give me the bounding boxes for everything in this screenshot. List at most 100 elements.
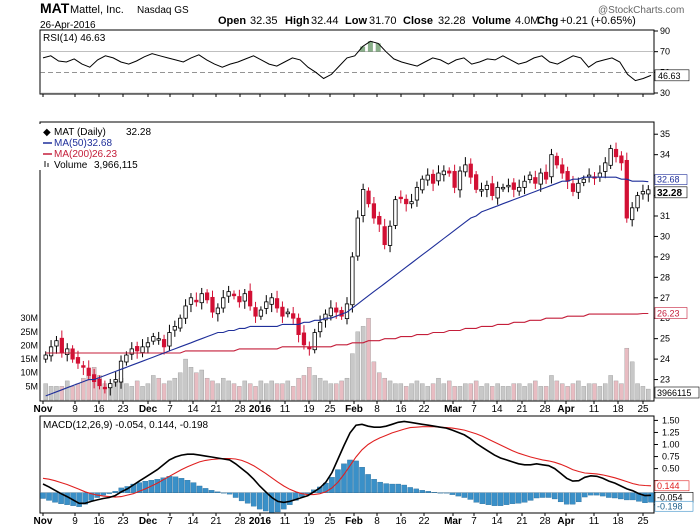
- candle-body: [102, 386, 107, 390]
- candle-body: [630, 207, 635, 221]
- volume-bar: [280, 383, 285, 401]
- price-x-label: 19: [303, 404, 315, 415]
- macd-last-label: -0.054: [657, 492, 683, 502]
- volume-bar: [398, 383, 404, 401]
- macd-hist-bar: [335, 469, 341, 493]
- macd-hist-bar: [588, 492, 594, 496]
- price-legend-box: [38, 124, 188, 170]
- macd-hist-bar: [244, 492, 251, 504]
- volume-bar: [414, 380, 420, 401]
- symbol-label: MAT: [40, 0, 70, 16]
- volume-bar: [592, 383, 597, 401]
- ma200-line: [45, 312, 649, 354]
- macd-hist-bar: [636, 492, 642, 502]
- candle-body: [624, 159, 629, 219]
- macd-x-label: 16: [93, 516, 105, 527]
- candle-body: [280, 306, 285, 317]
- candle-body: [242, 293, 247, 302]
- volume-bar: [274, 383, 280, 401]
- candle-body: [543, 171, 549, 180]
- macd-hist-bar: [347, 459, 353, 493]
- volume-bar: [473, 380, 479, 401]
- macd-hist-bar: [600, 492, 606, 497]
- candle-body: [301, 332, 307, 346]
- macd-hist-bar: [58, 492, 64, 504]
- candle-body: [161, 339, 167, 348]
- candle-body: [48, 346, 54, 357]
- volume-bar: [603, 383, 608, 401]
- rsi-line: [42, 40, 652, 82]
- macd-hist-bar: [576, 492, 582, 503]
- candle-body: [145, 342, 151, 348]
- volume-bar: [360, 326, 366, 401]
- volume-bar: [231, 383, 237, 401]
- macd-hist-bar: [527, 492, 534, 501]
- candle-body: [506, 184, 511, 188]
- macd-x-label: 11: [589, 516, 600, 527]
- rsi-last-label: 46.63: [658, 71, 681, 81]
- candle-body: [576, 182, 581, 193]
- macd-hist-bar: [269, 492, 275, 513]
- candle-body: [231, 293, 237, 297]
- candle-body: [172, 325, 177, 331]
- macd-hist-bar: [455, 492, 462, 497]
- candle-body: [468, 163, 473, 178]
- macd-tick-label: 0.75: [662, 452, 680, 462]
- macd-hist-bar: [473, 492, 480, 503]
- macd-hist-bar: [383, 483, 389, 493]
- macd-hist-bar: [407, 487, 413, 493]
- macd-hist-bar: [353, 460, 359, 493]
- volume-bar: [597, 386, 603, 401]
- candle-body: [91, 374, 97, 383]
- rsi-panel-frame: [39, 29, 655, 95]
- candle-body: [447, 170, 452, 174]
- price-x-label: 9: [72, 404, 78, 415]
- candle-body: [533, 177, 538, 184]
- volume-bar: [576, 380, 581, 401]
- macd-hist-bar: [431, 492, 438, 493]
- macd-x-label: 14: [491, 516, 503, 527]
- candle-body: [108, 383, 113, 389]
- volume-bar: [307, 367, 312, 401]
- candle-body: [366, 190, 371, 205]
- candle-body: [54, 340, 59, 347]
- price-x-label: 21: [210, 404, 222, 415]
- volume-bar: [285, 380, 291, 401]
- macd-hist-bar: [40, 492, 46, 499]
- rsi-layer: 3050709046.63: [40, 26, 690, 98]
- candle-body: [215, 307, 220, 315]
- price-x-label: 18: [612, 404, 624, 415]
- candle-body: [522, 180, 527, 188]
- macd-hist-bar: [262, 492, 269, 512]
- legend-price-name: MAT (Daily): [54, 127, 106, 138]
- volume-bar: [570, 383, 576, 401]
- price-tick-label: 24: [660, 354, 670, 364]
- macd-x-label: Feb: [345, 516, 363, 527]
- macd-hist-bar: [425, 491, 432, 493]
- candle-body: [75, 357, 81, 364]
- candle-body: [59, 337, 64, 354]
- signal-badge: [654, 480, 690, 492]
- rsi-title: RSI(14) 46.63: [43, 33, 106, 44]
- hist-last-label: -0.198: [657, 501, 683, 511]
- volume-bar: [500, 386, 506, 401]
- candle-body: [350, 256, 355, 306]
- volume-bar: [608, 375, 613, 401]
- volume-bar: [145, 383, 151, 401]
- macd-hist-bar: [160, 477, 167, 493]
- volume-bar: [75, 383, 81, 401]
- candle-body: [635, 195, 640, 209]
- macd-hist-bar: [443, 492, 450, 494]
- volume-bar: [161, 383, 167, 401]
- volume-bar: [403, 386, 409, 401]
- macd-x-label: 22: [418, 516, 430, 527]
- macd-hist-bar: [293, 492, 299, 501]
- volume-bar: [43, 383, 48, 401]
- macd-x-label: 21: [210, 516, 222, 527]
- volume-bar: [436, 377, 441, 401]
- volume-bar: [188, 367, 194, 401]
- low-value: 31.70: [369, 15, 397, 27]
- macd-hist-bar: [624, 492, 630, 501]
- macd-hist-bar: [582, 492, 588, 498]
- legend-price-icon: ◆: [43, 127, 51, 138]
